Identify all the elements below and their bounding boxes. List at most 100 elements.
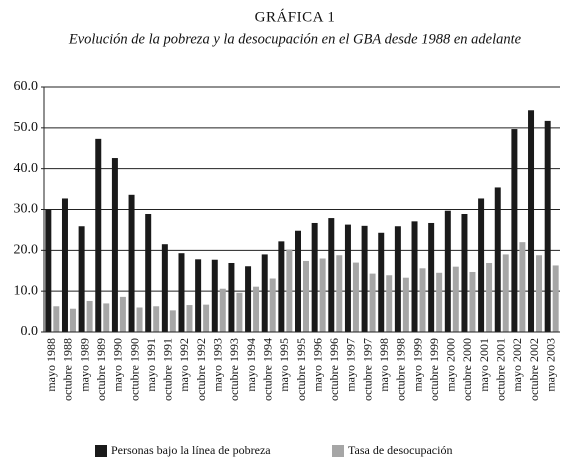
x-tick-label: octubre 1995 xyxy=(294,338,308,401)
bar xyxy=(253,286,260,332)
bar xyxy=(469,271,476,332)
bar xyxy=(145,213,152,332)
x-tick-label: mayo 1998 xyxy=(377,338,391,392)
x-tick-label: octubre 1988 xyxy=(61,338,75,401)
bar xyxy=(228,262,235,332)
legend-swatch xyxy=(332,445,344,457)
chart-title: GRÁFICA 1 xyxy=(255,8,336,25)
bar xyxy=(128,194,135,332)
y-tick-label: 40.0 xyxy=(14,161,39,176)
bar xyxy=(119,296,126,332)
bar xyxy=(161,244,168,332)
bar xyxy=(278,241,285,332)
bar xyxy=(386,275,393,332)
bar xyxy=(519,242,526,332)
legend-label: Personas bajo la línea de pobreza xyxy=(111,443,271,457)
x-tick-label: octubre 1992 xyxy=(194,338,208,401)
bar xyxy=(494,187,501,332)
bar xyxy=(236,292,243,332)
bar xyxy=(552,265,559,332)
x-tick-label: octubre 1997 xyxy=(360,338,374,401)
x-tick-label: octubre 1996 xyxy=(327,338,341,401)
bar xyxy=(394,226,401,332)
x-tick-label: mayo 2003 xyxy=(543,338,557,392)
y-tick-label: 50.0 xyxy=(14,120,39,135)
bar xyxy=(411,221,418,332)
bar xyxy=(219,288,226,332)
x-tick-label: mayo 1993 xyxy=(211,338,225,392)
bar xyxy=(203,304,210,332)
bar xyxy=(103,303,110,332)
x-tick-label: mayo 1992 xyxy=(177,338,191,392)
x-tick-label: octubre 2000 xyxy=(460,338,474,401)
bar xyxy=(69,308,76,332)
x-tick-label: mayo 1999 xyxy=(410,338,424,392)
bar xyxy=(136,307,143,332)
bar xyxy=(303,260,309,332)
y-tick-label: 10.0 xyxy=(14,283,39,298)
bar xyxy=(186,305,193,332)
x-tick-label: octubre 1990 xyxy=(127,338,141,401)
bar xyxy=(419,268,426,332)
bar xyxy=(153,306,160,332)
x-tick-label: mayo 1988 xyxy=(44,338,58,392)
bar xyxy=(286,249,293,332)
bar xyxy=(319,258,326,332)
bar xyxy=(61,198,68,332)
bar xyxy=(428,222,435,332)
x-tick-label: mayo 1995 xyxy=(277,338,291,392)
bar xyxy=(486,262,493,332)
bar xyxy=(369,273,376,332)
bar xyxy=(261,254,268,332)
chart-subtitle: Evolución de la pobreza y la desocupació… xyxy=(68,31,522,47)
bar xyxy=(502,254,509,332)
bar xyxy=(111,158,118,332)
x-tick-label: mayo 1994 xyxy=(244,338,258,392)
x-tick-label: mayo 1991 xyxy=(144,338,158,392)
x-tick-label: mayo 2001 xyxy=(477,338,491,392)
bar xyxy=(511,129,518,332)
x-tick-label: octubre 2001 xyxy=(493,338,507,401)
bar xyxy=(402,277,409,332)
bar xyxy=(528,110,535,333)
x-tick-label: octubre 1999 xyxy=(427,338,441,401)
legend-label: Tasa de desocupación xyxy=(348,443,452,457)
bar xyxy=(478,198,485,332)
x-tick-label: octubre 1991 xyxy=(161,338,175,401)
bar xyxy=(178,253,185,332)
bar xyxy=(95,138,102,332)
bar xyxy=(78,226,85,332)
bar xyxy=(436,272,443,332)
x-tick-label: mayo 2002 xyxy=(510,338,524,392)
x-tick-label: octubre 2002 xyxy=(527,338,541,401)
x-tick-label: mayo 1996 xyxy=(310,338,324,392)
x-tick-label: octubre 1998 xyxy=(394,338,408,401)
bar xyxy=(295,230,301,332)
bar xyxy=(352,262,359,332)
bar xyxy=(169,310,176,332)
bar xyxy=(53,306,60,332)
bar xyxy=(311,222,318,332)
bar xyxy=(444,210,451,332)
bar xyxy=(361,225,368,332)
y-tick-label: 30.0 xyxy=(14,202,39,217)
bar xyxy=(195,259,202,332)
bar xyxy=(452,266,459,332)
bar xyxy=(544,120,551,333)
y-tick-label: 20.0 xyxy=(14,243,39,258)
bar xyxy=(378,232,385,332)
x-tick-label: mayo 1989 xyxy=(77,338,91,392)
bar xyxy=(328,218,335,332)
x-tick-label: mayo 1990 xyxy=(111,338,125,392)
legend-swatch xyxy=(95,445,107,457)
bar xyxy=(86,300,93,332)
bar xyxy=(245,266,252,332)
bar xyxy=(461,213,468,332)
x-tick-label: octubre 1994 xyxy=(260,338,274,401)
bar xyxy=(269,278,276,332)
x-tick-label: mayo 1997 xyxy=(344,338,358,392)
bar xyxy=(45,209,52,332)
x-tick-label: octubre 1993 xyxy=(227,338,241,401)
